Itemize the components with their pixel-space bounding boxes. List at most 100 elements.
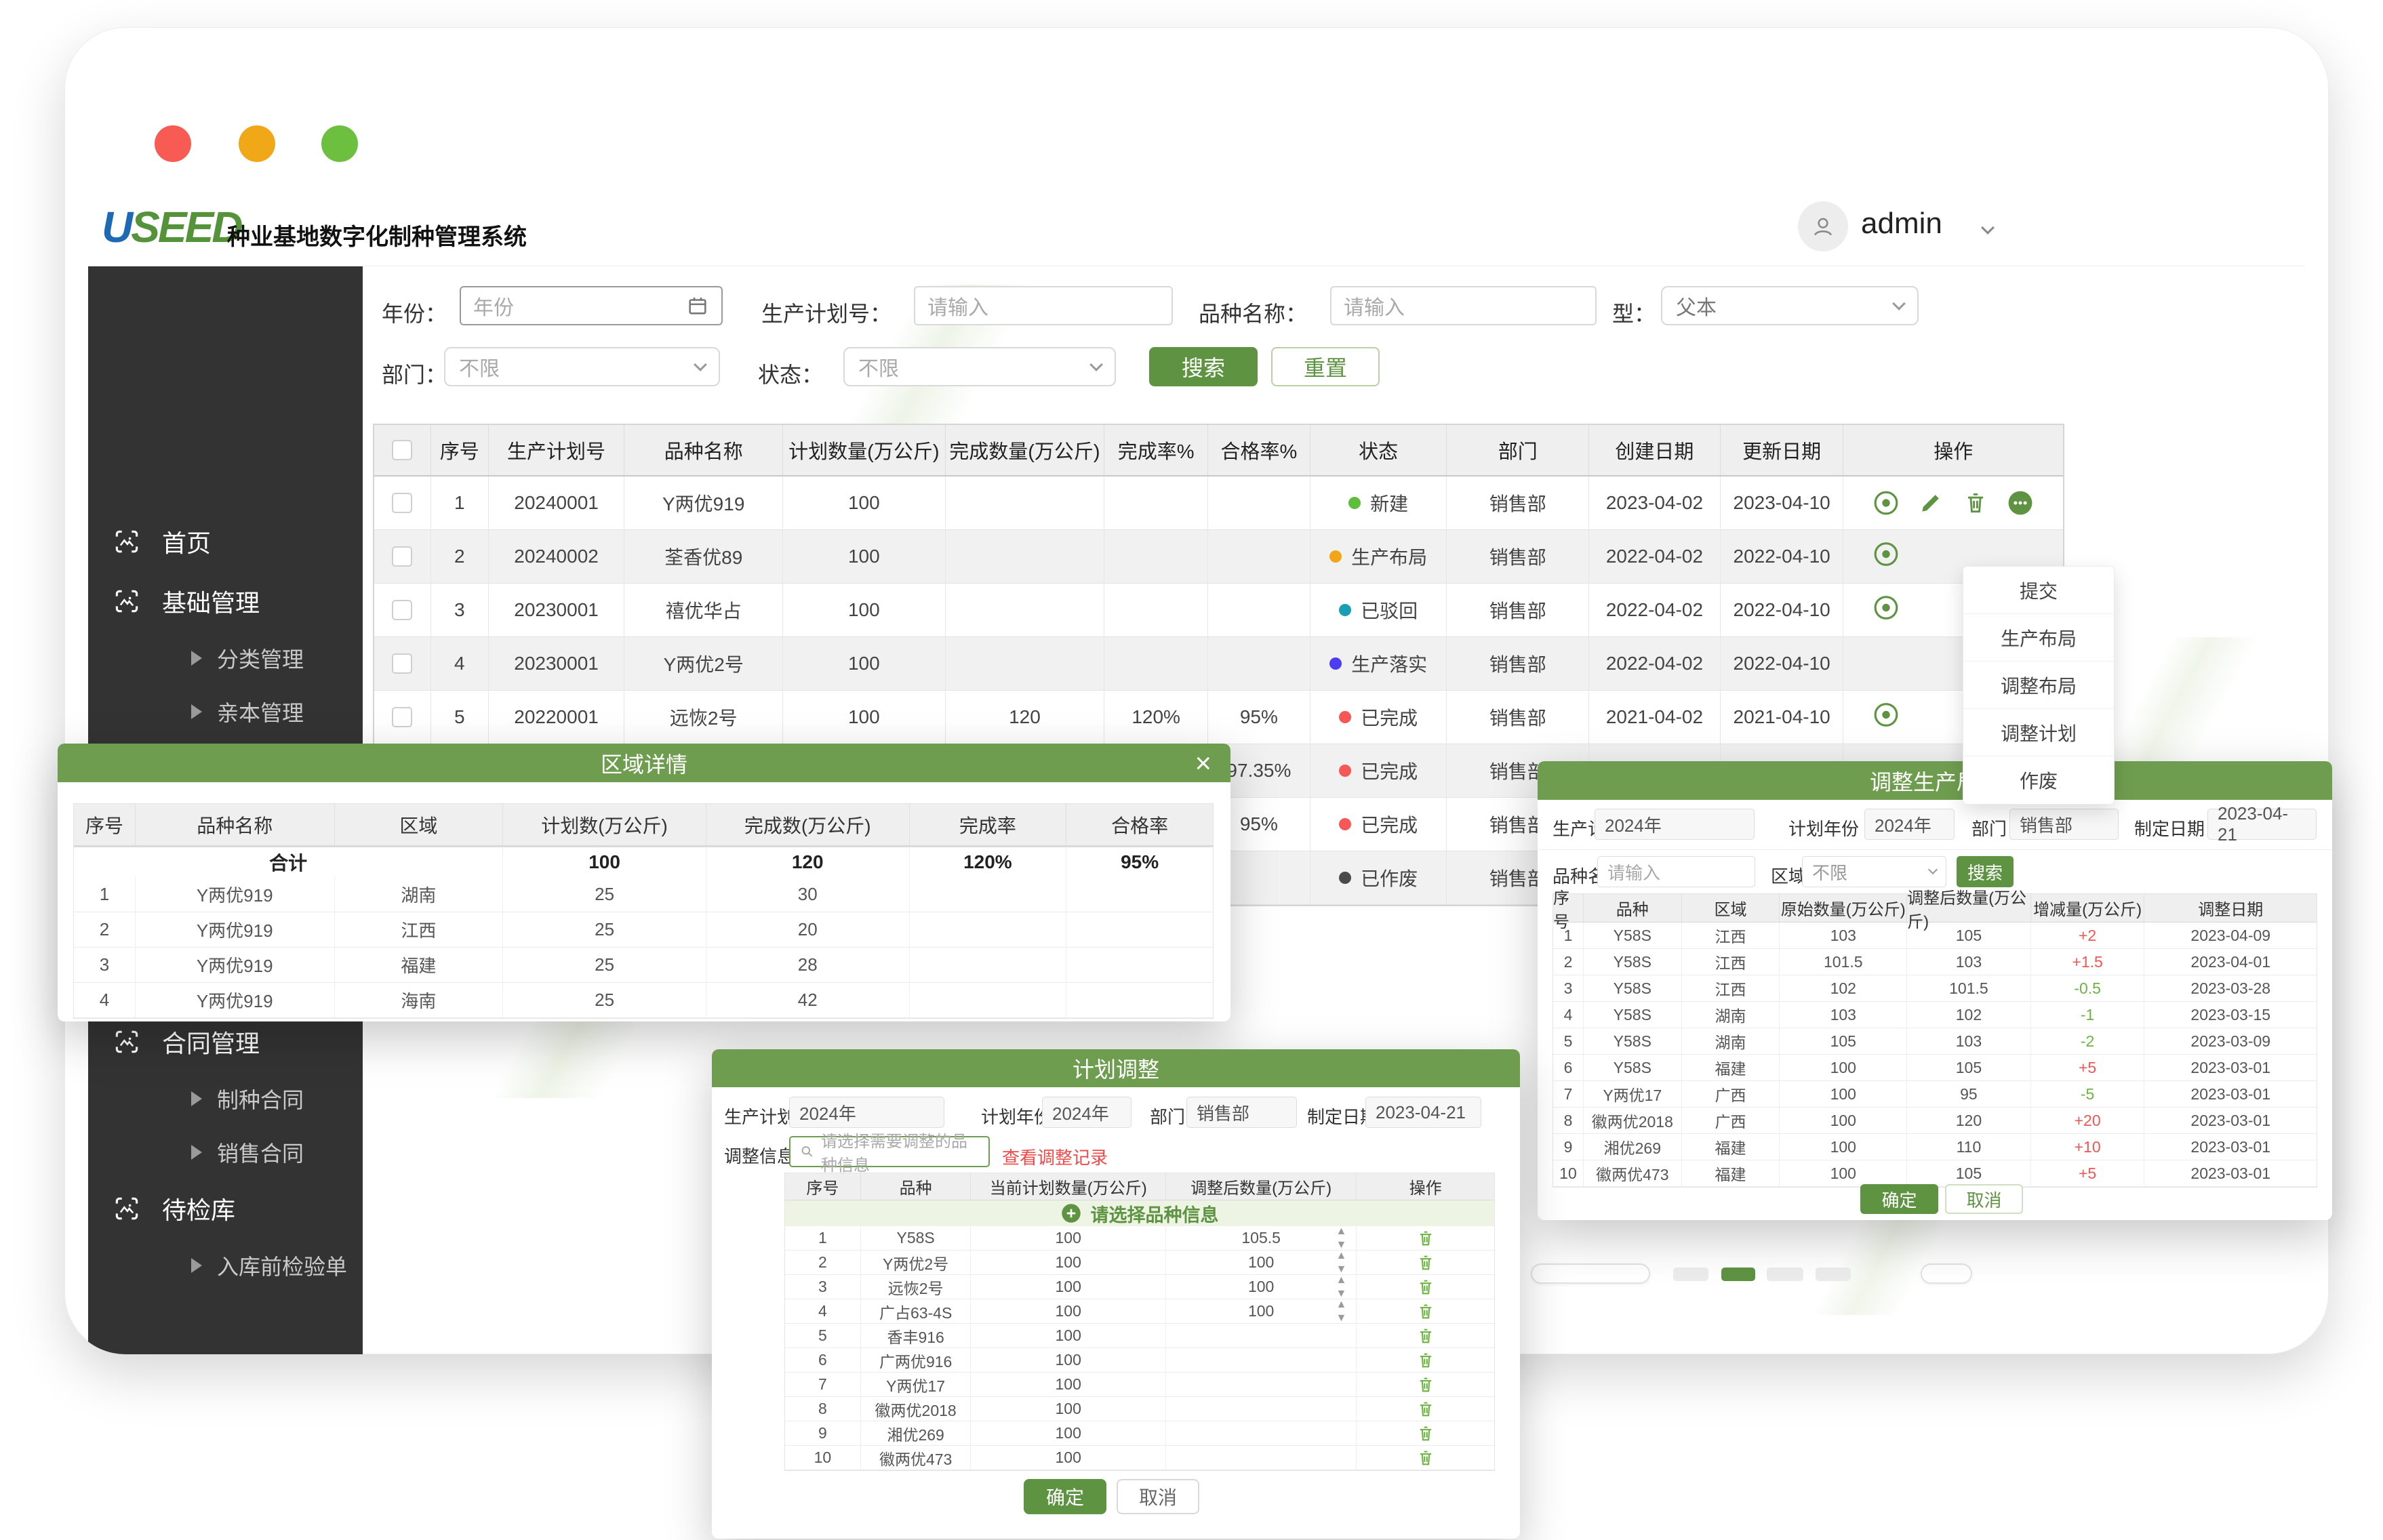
- view-icon[interactable]: [1873, 595, 1899, 621]
- col-variety: 品种名称: [624, 425, 784, 475]
- plan-year-field[interactable]: 2024年: [1864, 809, 1955, 840]
- plan-year-field[interactable]: 2024年: [1042, 1097, 1132, 1128]
- pagination-page-active[interactable]: [1721, 1268, 1755, 1281]
- quantity-stepper[interactable]: ▲ ▼: [1336, 1274, 1347, 1299]
- sidebar-item[interactable]: 制种合同: [88, 1072, 363, 1125]
- select-all-checkbox[interactable]: [392, 440, 413, 460]
- plan-no-field[interactable]: 2024年: [789, 1097, 944, 1128]
- pagination-prev-button[interactable]: [1531, 1263, 1650, 1284]
- delete-icon[interactable]: [1416, 1278, 1435, 1297]
- year-input[interactable]: 年份: [460, 286, 723, 325]
- delete-icon[interactable]: [1416, 1400, 1435, 1419]
- status-dot: [1339, 711, 1352, 723]
- quantity-stepper[interactable]: ▲ ▼: [1336, 1225, 1347, 1251]
- window-minimize-dot[interactable]: [239, 125, 275, 162]
- caret-right-icon: [191, 1144, 202, 1160]
- pagination-next-button[interactable]: [1921, 1263, 1972, 1284]
- view-icon[interactable]: [1873, 702, 1899, 728]
- pagination-page[interactable]: [1767, 1268, 1803, 1281]
- region-total-row: 合计 100 120 120% 95%: [74, 846, 1213, 877]
- adjusted-qty[interactable]: 100: [1247, 1253, 1275, 1271]
- row-checkbox[interactable]: [392, 546, 413, 567]
- view-adjust-records-link[interactable]: 查看调整记录: [1002, 1148, 1108, 1168]
- menu-item[interactable]: 生产布局: [1963, 614, 2114, 662]
- row-checkbox[interactable]: [392, 600, 413, 620]
- sidebar-item[interactable]: 入库前检验单: [88, 1238, 363, 1292]
- menu-item[interactable]: 调整计划: [1963, 709, 2114, 756]
- status-select[interactable]: 不限: [843, 347, 1116, 386]
- status-dot: [1339, 872, 1352, 884]
- dept-field[interactable]: 销售部: [1186, 1097, 1297, 1128]
- window-close-dot[interactable]: [155, 125, 191, 162]
- variety-search-input[interactable]: 请输入: [1597, 856, 1755, 887]
- menu-item[interactable]: 提交: [1963, 567, 2114, 614]
- sidebar-item[interactable]: 待检库: [88, 1179, 363, 1238]
- delete-icon[interactable]: [1416, 1229, 1435, 1248]
- adjust-info-input[interactable]: 请选择需要调整的品种信息: [789, 1133, 990, 1175]
- chevron-down-icon[interactable]: [1981, 221, 1995, 235]
- date-field[interactable]: 2023-04-21: [2207, 803, 2317, 845]
- adjust-ok-button[interactable]: 确定: [1860, 1184, 1938, 1214]
- plan-ok-button[interactable]: 确定: [1024, 1479, 1106, 1514]
- delete-icon[interactable]: [1416, 1302, 1435, 1321]
- plan-no-field[interactable]: 2024年: [1595, 809, 1755, 840]
- type-select[interactable]: 父本: [1661, 286, 1919, 325]
- sidebar-item[interactable]: 分类管理: [88, 631, 363, 685]
- view-icon[interactable]: [1873, 542, 1899, 567]
- sidebar-item[interactable]: 销售合同: [88, 1125, 363, 1179]
- delete-icon[interactable]: [1416, 1375, 1435, 1394]
- sidebar-item[interactable]: 首页: [88, 512, 363, 571]
- avatar[interactable]: [1798, 201, 1848, 251]
- table-row[interactable]: 5 20220001 远恢2号 100 120 120% 95% 已完成 销售部…: [374, 691, 2063, 744]
- date-field[interactable]: 2023-04-21: [1365, 1097, 1481, 1128]
- row-action-menu: 提交 生产布局 调整布局 调整计划 作废: [1963, 566, 2115, 805]
- row-checkbox[interactable]: [392, 653, 413, 674]
- row-checkbox[interactable]: [392, 493, 413, 513]
- dept-select[interactable]: 不限: [444, 347, 720, 386]
- adjusted-qty[interactable]: 100: [1247, 1278, 1275, 1295]
- delete-icon[interactable]: [1416, 1326, 1435, 1345]
- table-row[interactable]: 1 20240001 Y两优919 100 新建 销售部 2023-04-02: [374, 477, 2063, 530]
- region-select[interactable]: 不限: [1802, 856, 1946, 887]
- reset-button[interactable]: 重置: [1271, 347, 1380, 386]
- close-icon[interactable]: ×: [1195, 746, 1211, 779]
- table-row[interactable]: 4 20230001 Y两优2号 100 生产落实 销售部 2022-04-02: [374, 637, 2063, 691]
- delete-icon[interactable]: [1963, 490, 1988, 516]
- dept-field[interactable]: 销售部: [2009, 809, 2119, 840]
- plan-adjust-row: 4 广占63-4S 100 100 ▲ ▼: [785, 1299, 1494, 1324]
- sidebar-item[interactable]: 亲本管理: [88, 685, 363, 738]
- pagination-page[interactable]: [1816, 1268, 1851, 1281]
- delete-icon[interactable]: [1416, 1351, 1435, 1370]
- delete-icon[interactable]: [1416, 1448, 1435, 1467]
- adjusted-qty[interactable]: 105.5: [1241, 1229, 1281, 1247]
- menu-item[interactable]: 调整布局: [1963, 662, 2114, 709]
- pagination-page[interactable]: [1673, 1268, 1708, 1281]
- table-row[interactable]: 3 20230001 禧优华占 100 已驳回 销售部 2022-04-02: [374, 584, 2063, 637]
- variety-filter-label: 品种名称：: [1199, 302, 1308, 326]
- adjust-table: 序号 品种 区域 原始数量(万公斤) 调整后数量(万公斤) 增减量(万公斤) 调…: [1553, 889, 2317, 1188]
- user-name[interactable]: admin: [1861, 207, 1942, 240]
- quantity-stepper[interactable]: ▲ ▼: [1336, 1298, 1347, 1324]
- adjust-search-button[interactable]: 搜索: [1957, 856, 2014, 887]
- adjust-cancel-button[interactable]: 取消: [1945, 1184, 2023, 1214]
- menu-item[interactable]: 作废: [2019, 771, 2058, 792]
- add-variety-bar[interactable]: 请选择品种信息: [785, 1200, 1494, 1226]
- quantity-stepper[interactable]: ▲ ▼: [1336, 1249, 1347, 1275]
- plan-cancel-button[interactable]: 取消: [1117, 1479, 1199, 1514]
- more-icon[interactable]: [2007, 490, 2033, 516]
- plan-no-input[interactable]: 请输入: [914, 286, 1173, 325]
- table-row[interactable]: 2 20240002 荃香优89 100 生产布局 销售部 2022-04-02: [374, 530, 2063, 584]
- search-button[interactable]: 搜索: [1149, 347, 1258, 386]
- calendar-icon[interactable]: [686, 294, 709, 317]
- sidebar-item[interactable]: 合同管理: [88, 1012, 363, 1072]
- year-placeholder: 年份: [473, 297, 514, 319]
- window-maximize-dot[interactable]: [321, 125, 358, 162]
- delete-icon[interactable]: [1416, 1424, 1435, 1443]
- view-icon[interactable]: [1873, 490, 1899, 516]
- sidebar-item[interactable]: 基础管理: [88, 571, 363, 631]
- variety-input[interactable]: 请输入: [1330, 286, 1597, 325]
- adjusted-qty[interactable]: 100: [1247, 1302, 1275, 1320]
- row-checkbox[interactable]: [392, 707, 413, 727]
- delete-icon[interactable]: [1416, 1253, 1435, 1272]
- edit-icon[interactable]: [1918, 490, 1944, 516]
